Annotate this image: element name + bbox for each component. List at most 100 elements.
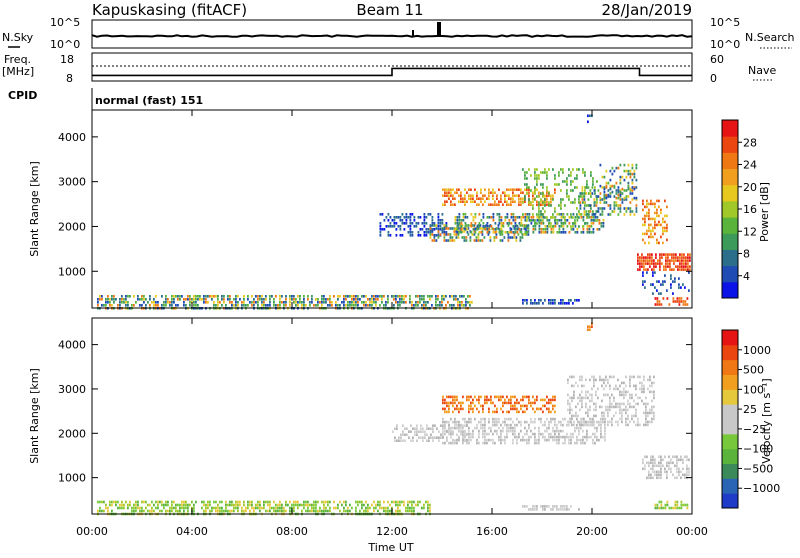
range-cell — [560, 207, 562, 210]
range-cell — [496, 213, 499, 216]
range-cell — [447, 227, 450, 230]
range-cell — [540, 171, 542, 174]
range-cell — [456, 420, 458, 424]
range-cell — [195, 298, 197, 301]
colorbar-segment — [722, 344, 738, 361]
range-cell — [269, 304, 271, 307]
range-cell — [679, 265, 681, 268]
range-cell — [560, 216, 563, 219]
range-cell — [680, 300, 683, 303]
range-cell — [590, 222, 593, 225]
range-cell — [103, 500, 105, 504]
range-cell — [513, 236, 516, 239]
range-cell — [429, 224, 432, 227]
range-cell — [548, 168, 550, 171]
range-cell — [681, 256, 683, 259]
range-cell — [375, 295, 377, 298]
range-cell — [603, 201, 606, 204]
range-cell — [500, 435, 502, 439]
range-cell — [269, 509, 271, 513]
colorbar-tick-label: −100 — [743, 443, 773, 456]
range-cell — [377, 298, 379, 301]
range-cell — [589, 210, 592, 213]
range-cell — [153, 301, 155, 304]
range-cell — [639, 375, 641, 379]
range-cell — [532, 302, 534, 305]
range-cell — [167, 500, 169, 504]
range-cell — [289, 295, 291, 298]
range-cell — [187, 295, 189, 298]
range-cell — [363, 509, 365, 513]
range-cell — [335, 506, 337, 510]
range-cell — [442, 395, 444, 399]
range-cell — [399, 234, 402, 237]
range-cell — [493, 239, 496, 242]
range-cell — [251, 295, 253, 298]
range-cell — [395, 298, 397, 301]
range-cell — [584, 171, 586, 174]
range-cell — [452, 404, 454, 408]
range-cell — [627, 163, 630, 167]
range-cell — [579, 375, 581, 379]
range-cell — [554, 216, 556, 219]
range-cell — [468, 188, 470, 191]
range-cell — [596, 180, 598, 183]
range-cell — [409, 228, 412, 231]
range-cell — [542, 228, 545, 231]
range-cell — [235, 301, 237, 304]
range-cell — [512, 404, 514, 408]
range-cell — [455, 298, 457, 301]
range-cell — [385, 506, 387, 510]
range-cell — [649, 378, 651, 382]
range-cell — [464, 216, 467, 219]
range-cell — [524, 200, 526, 203]
range-cell — [605, 181, 608, 185]
range-cell — [409, 234, 412, 237]
range-cell — [393, 219, 396, 222]
range-cell — [456, 441, 458, 445]
range-cell — [528, 216, 530, 219]
range-cell — [651, 256, 653, 259]
range-cell — [355, 298, 357, 301]
range-cell — [399, 228, 402, 231]
range-cell — [215, 295, 217, 298]
range-cell — [579, 399, 581, 403]
range-cell — [299, 503, 301, 507]
range-cell — [602, 219, 605, 222]
range-cell — [495, 236, 498, 239]
range-cell — [105, 301, 107, 304]
range-cell — [472, 228, 475, 231]
range-cell — [525, 227, 528, 230]
range-cell — [661, 262, 663, 265]
range-cell — [460, 200, 462, 203]
range-cell — [605, 375, 607, 379]
range-cell — [516, 407, 518, 411]
x-tick-label: 16:00 — [476, 525, 508, 538]
range-cell — [523, 227, 526, 230]
range-cell — [401, 301, 403, 304]
range-cell — [383, 509, 385, 513]
range-cell — [99, 506, 101, 510]
range-cell — [629, 169, 632, 173]
range-cell — [578, 210, 580, 213]
range-cell — [512, 200, 514, 203]
range-cell — [504, 200, 506, 203]
range-cell — [639, 265, 641, 268]
range-cell — [550, 197, 552, 200]
range-cell — [267, 304, 269, 307]
range-cell — [454, 191, 456, 194]
range-cell — [367, 509, 369, 513]
range-cell — [520, 420, 522, 424]
range-cell — [550, 432, 552, 436]
range-cell — [221, 304, 223, 307]
range-cell — [456, 395, 458, 399]
range-cell — [488, 188, 490, 191]
range-cell — [161, 295, 163, 298]
x-tick-label: 20:00 — [576, 525, 608, 538]
range-cell — [538, 438, 540, 442]
range-cell — [458, 188, 460, 191]
range-cell — [548, 201, 550, 204]
range-cell — [423, 231, 426, 234]
range-cell — [599, 184, 602, 188]
range-cell — [650, 223, 652, 227]
